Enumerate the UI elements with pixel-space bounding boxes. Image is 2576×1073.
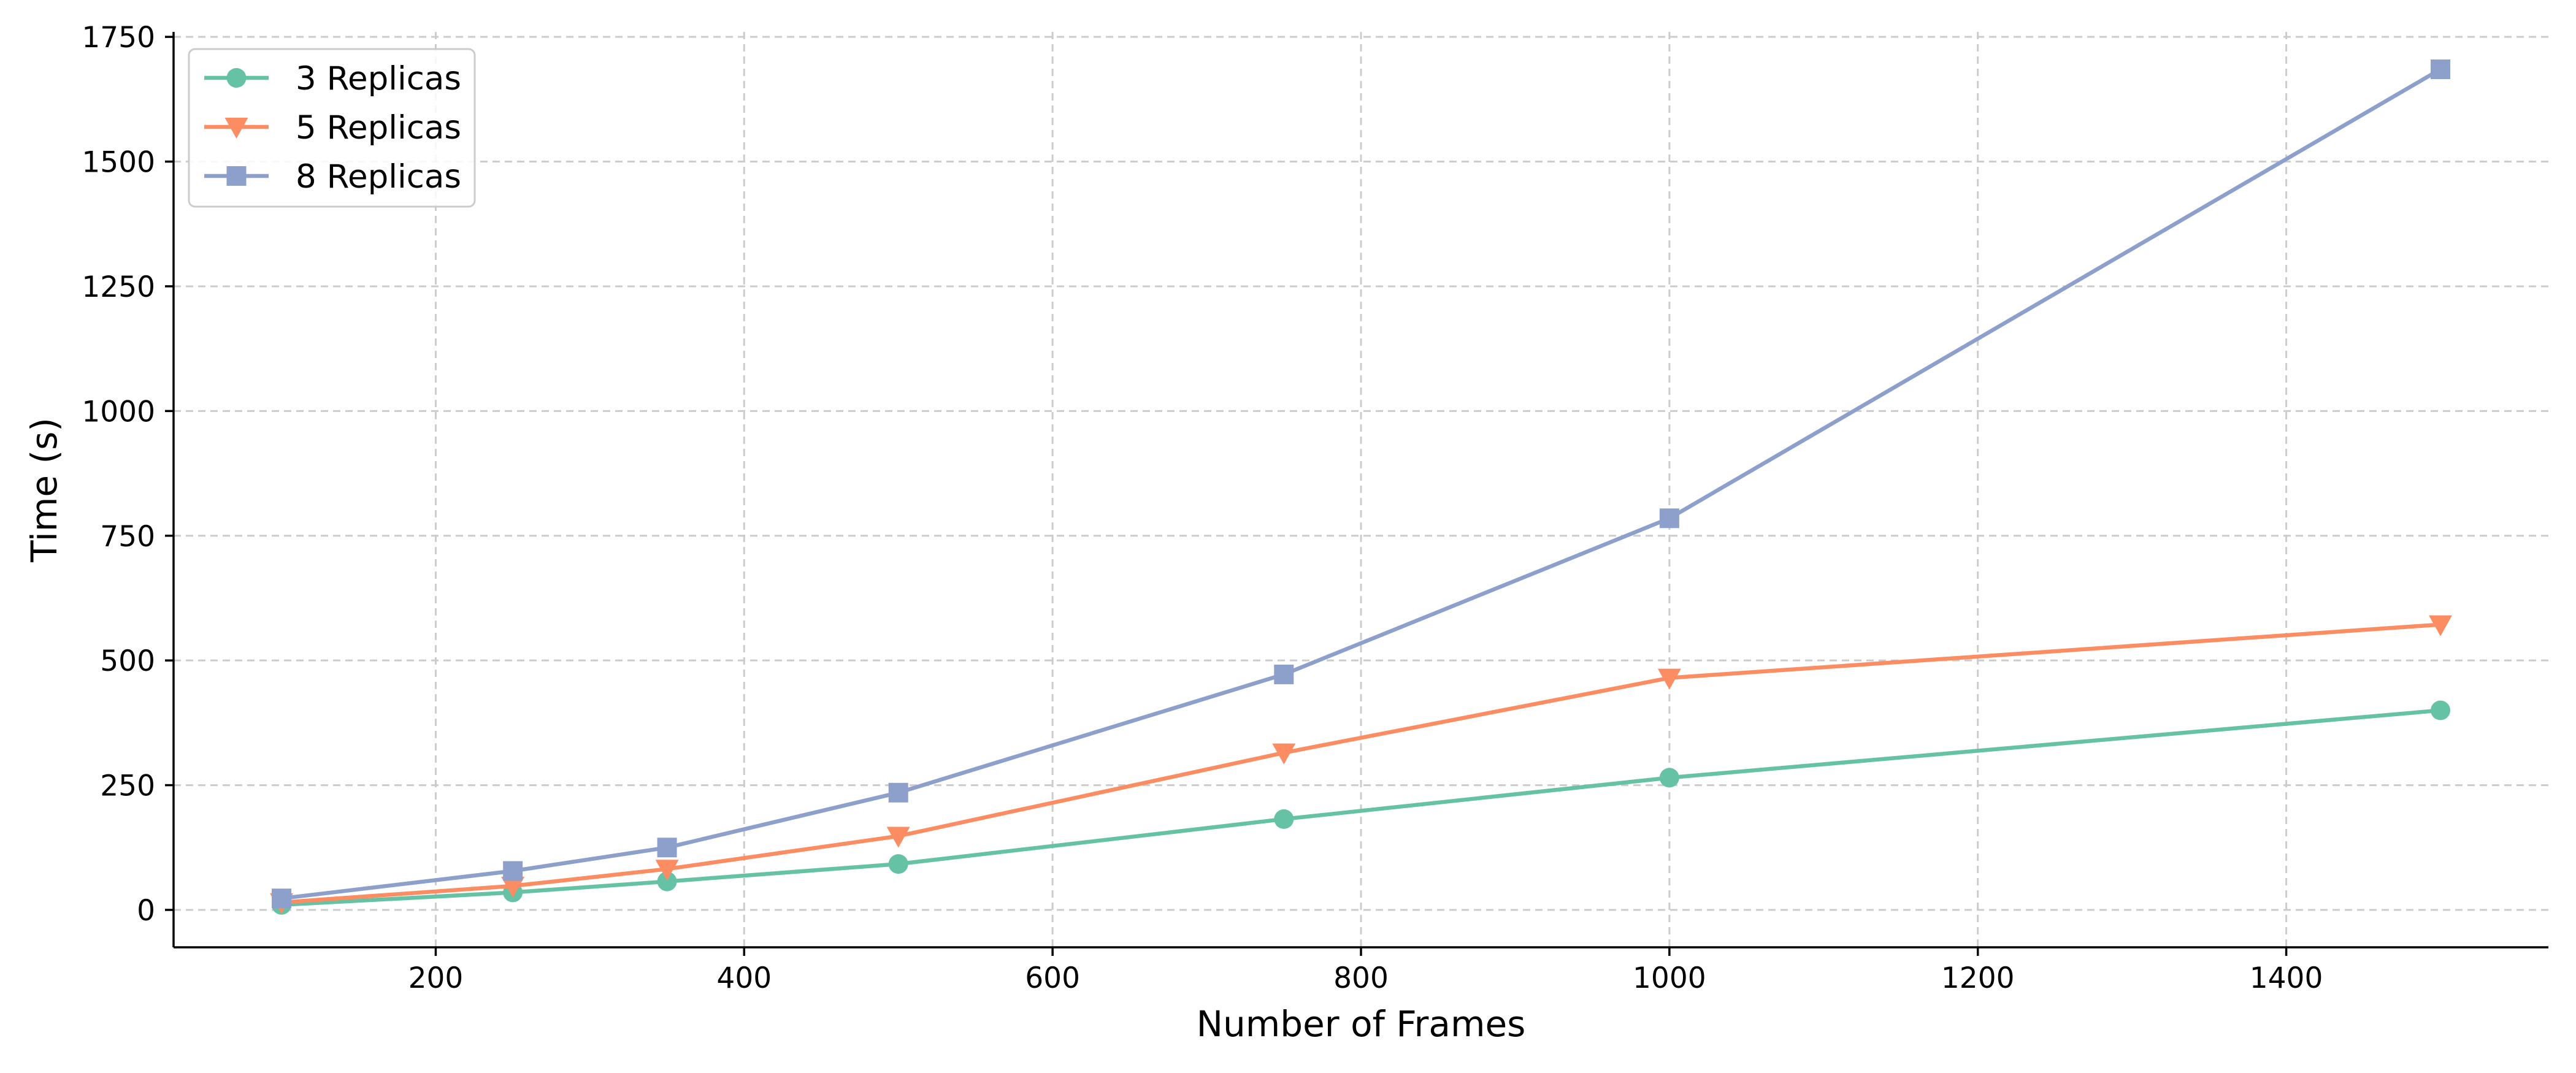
y-tick-label: 500 — [100, 644, 155, 678]
x-tick-label: 600 — [1025, 961, 1080, 995]
legend-frame — [188, 48, 476, 208]
x-tick-label: 1000 — [1633, 961, 1706, 995]
series-8-replicas — [272, 59, 2450, 909]
data-point-5-replicas — [655, 860, 679, 881]
data-point-8-replicas — [1274, 664, 1294, 684]
y-axis-label: Time (s) — [23, 418, 65, 563]
legend-entry-8-replicas: 8 Replicas — [204, 158, 461, 196]
data-point-3-replicas — [1659, 768, 1679, 788]
data-point-5-replicas — [2429, 615, 2452, 636]
data-point-5-replicas — [1272, 743, 1296, 765]
legend-marker-8-replicas — [226, 166, 247, 186]
grid-lines — [174, 32, 2548, 947]
tick-labels: 200 400 600 800 1000 1200 1400 0 250 500 750 1000 12… — [82, 21, 2323, 995]
data-point-3-replicas — [888, 854, 908, 874]
data-point-3-replicas — [2431, 700, 2450, 720]
data-point-8-replicas — [657, 838, 677, 858]
data-point-5-replicas — [1657, 668, 1681, 690]
data-point-8-replicas — [2431, 59, 2450, 80]
y-tick-label: 250 — [100, 769, 155, 803]
x-tick-label: 200 — [408, 961, 464, 995]
x-axis-label: Number of Frames — [1197, 1003, 1526, 1045]
y-tick-label: 1500 — [82, 146, 155, 180]
legend: 3 Replicas 5 Replicas 8 Replicas — [188, 48, 476, 208]
data-point-5-replicas — [886, 827, 910, 848]
legend-marker-5-replicas — [224, 118, 248, 139]
legend-entry-5-replicas: 5 Replicas — [204, 109, 461, 147]
legend-label-3-replicas: 3 Replicas — [296, 60, 461, 97]
y-tick-label: 0 — [137, 894, 155, 928]
legend-marker-3-replicas — [226, 68, 247, 88]
y-tick-label: 1750 — [82, 21, 155, 55]
x-tick-label: 400 — [716, 961, 772, 995]
data-point-5-replicas — [501, 876, 525, 898]
legend-entry-3-replicas: 3 Replicas — [204, 60, 461, 97]
data-point-3-replicas — [1274, 809, 1294, 829]
data-series — [270, 59, 2452, 915]
data-point-8-replicas — [503, 861, 523, 881]
x-tick-label: 1400 — [2250, 961, 2323, 995]
legend-label-8-replicas: 8 Replicas — [296, 158, 461, 196]
data-point-3-replicas — [657, 871, 677, 892]
data-point-8-replicas — [1659, 508, 1679, 529]
data-point-8-replicas — [888, 782, 908, 803]
y-tick-label: 1000 — [82, 395, 155, 429]
y-tick-label: 1250 — [82, 270, 155, 304]
legend-label-5-replicas: 5 Replicas — [296, 109, 461, 147]
y-tick-label: 750 — [100, 520, 155, 554]
x-tick-label: 800 — [1333, 961, 1389, 995]
x-tick-label: 1200 — [1941, 961, 2015, 995]
data-point-8-replicas — [272, 888, 291, 909]
